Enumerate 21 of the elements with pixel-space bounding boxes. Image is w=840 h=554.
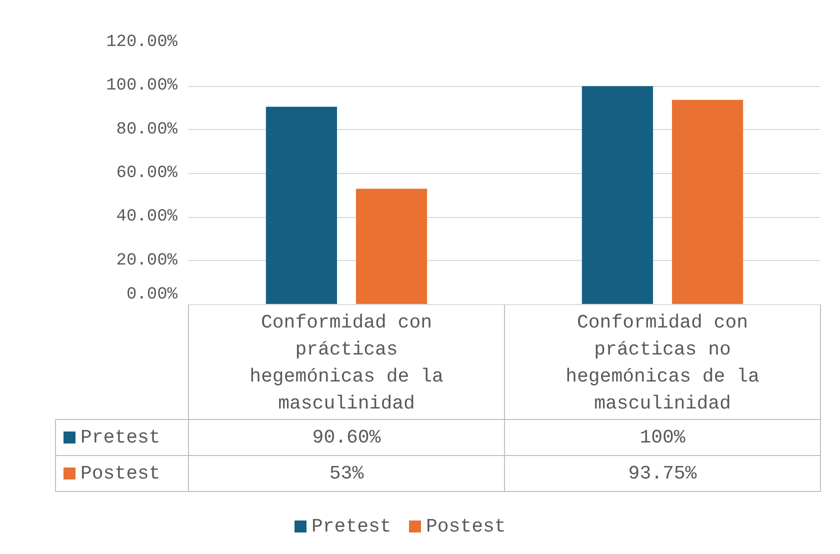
x-tick-label: Conformidad con prácticas no hegemónicas de la masculinidad — [566, 312, 760, 414]
bar — [266, 106, 338, 304]
x-tick-label: Conformidad con prácticas hegemónicas de la masculinidad — [250, 312, 444, 414]
bar — [672, 100, 744, 304]
y-tick-label: 40.00% — [116, 208, 178, 227]
bar — [356, 188, 428, 304]
text: Pretest — [312, 516, 392, 538]
y-tick-label: 120.00% — [106, 33, 178, 52]
data-label: 90.60% — [312, 426, 382, 448]
data-label: 53% — [329, 462, 364, 484]
legend-label: Pretest — [80, 426, 160, 448]
data-label: 100% — [640, 426, 686, 448]
bar — [582, 86, 654, 304]
text: Postest — [80, 462, 160, 484]
y-tick-label: 20.00% — [116, 251, 178, 270]
y-tick-label: 100.00% — [106, 76, 178, 96]
data-label: 93.75% — [628, 462, 698, 484]
y-tick-label: 60.00% — [116, 164, 178, 183]
legend-label: Postest — [426, 516, 506, 538]
y-tick-label: 0.00% — [126, 286, 178, 304]
y-tick-label: 80.00% — [116, 120, 178, 140]
